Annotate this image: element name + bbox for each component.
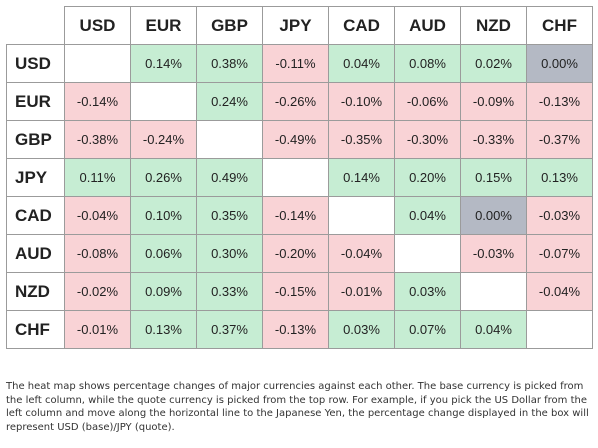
heatmap-cell-aud-gbp: 0.30% xyxy=(197,235,263,273)
heatmap-diagonal-cell xyxy=(131,83,197,121)
row-header-nzd: NZD xyxy=(7,273,65,311)
heatmap-cell-usd-cad: 0.04% xyxy=(329,45,395,83)
heatmap-row-cad: CAD -0.04% 0.10% 0.35% -0.14% 0.04% 0.00% -0.03… xyxy=(7,197,593,235)
heatmap-diagonal-cell xyxy=(197,121,263,159)
column-header-chf: CHF xyxy=(527,7,593,45)
heatmap-cell-gbp-usd: -0.38% xyxy=(65,121,131,159)
heatmap-cell-nzd-gbp: 0.33% xyxy=(197,273,263,311)
heatmap-cell-nzd-jpy: -0.15% xyxy=(263,273,329,311)
heatmap-diagonal-cell xyxy=(395,235,461,273)
column-header-cad: CAD xyxy=(329,7,395,45)
heatmap-cell-chf-aud: 0.07% xyxy=(395,311,461,349)
heatmap-corner-cell xyxy=(7,7,65,45)
heatmap-cell-nzd-chf: -0.04% xyxy=(527,273,593,311)
heatmap-cell-aud-usd: -0.08% xyxy=(65,235,131,273)
heatmap-cell-gbp-jpy: -0.49% xyxy=(263,121,329,159)
heatmap-cell-cad-eur: 0.10% xyxy=(131,197,197,235)
heatmap-cell-chf-usd: -0.01% xyxy=(65,311,131,349)
heatmap-cell-jpy-aud: 0.20% xyxy=(395,159,461,197)
heatmap-row-gbp: GBP -0.38% -0.24% -0.49% -0.35% -0.30% -0.33% -… xyxy=(7,121,593,159)
row-header-gbp: GBP xyxy=(7,121,65,159)
heatmap-cell-gbp-aud: -0.30% xyxy=(395,121,461,159)
heatmap-cell-eur-jpy: -0.26% xyxy=(263,83,329,121)
heatmap-cell-cad-aud: 0.04% xyxy=(395,197,461,235)
row-header-aud: AUD xyxy=(7,235,65,273)
heatmap-cell-gbp-chf: -0.37% xyxy=(527,121,593,159)
heatmap-cell-jpy-eur: 0.26% xyxy=(131,159,197,197)
heatmap-diagonal-cell xyxy=(263,159,329,197)
row-header-cad: CAD xyxy=(7,197,65,235)
column-header-jpy: JPY xyxy=(263,7,329,45)
heatmap-cell-chf-cad: 0.03% xyxy=(329,311,395,349)
heatmap-cell-gbp-nzd: -0.33% xyxy=(461,121,527,159)
column-header-usd: USD xyxy=(65,7,131,45)
heatmap-cell-usd-chf: 0.00% xyxy=(527,45,593,83)
heatmap-cell-aud-eur: 0.06% xyxy=(131,235,197,273)
heatmap-cell-eur-cad: -0.10% xyxy=(329,83,395,121)
heatmap-cell-nzd-cad: -0.01% xyxy=(329,273,395,311)
column-header-aud: AUD xyxy=(395,7,461,45)
heatmap-cell-usd-aud: 0.08% xyxy=(395,45,461,83)
heatmap-cell-jpy-usd: 0.11% xyxy=(65,159,131,197)
column-header-gbp: GBP xyxy=(197,7,263,45)
heatmap-cell-eur-usd: -0.14% xyxy=(65,83,131,121)
heatmap-cell-usd-jpy: -0.11% xyxy=(263,45,329,83)
heatmap-cell-cad-usd: -0.04% xyxy=(65,197,131,235)
row-header-usd: USD xyxy=(7,45,65,83)
heatmap-diagonal-cell xyxy=(527,311,593,349)
heatmap-cell-nzd-usd: -0.02% xyxy=(65,273,131,311)
column-header-eur: EUR xyxy=(131,7,197,45)
heatmap-cell-eur-aud: -0.06% xyxy=(395,83,461,121)
heatmap-cell-aud-cad: -0.04% xyxy=(329,235,395,273)
heatmap-diagonal-cell xyxy=(461,273,527,311)
heatmap-cell-cad-nzd: 0.00% xyxy=(461,197,527,235)
heatmap-row-aud: AUD -0.08% 0.06% 0.30% -0.20% -0.04% -0.03% -0.… xyxy=(7,235,593,273)
heatmap-header-row: USD EUR GBP JPY CAD AUD NZD CHF xyxy=(7,7,593,45)
heatmap-cell-cad-gbp: 0.35% xyxy=(197,197,263,235)
heatmap-cell-gbp-cad: -0.35% xyxy=(329,121,395,159)
heatmap-cell-gbp-eur: -0.24% xyxy=(131,121,197,159)
heatmap-cell-nzd-eur: 0.09% xyxy=(131,273,197,311)
heatmap-row-usd: USD 0.14% 0.38% -0.11% 0.04% 0.08% 0.02% 0.00% xyxy=(7,45,593,83)
column-header-nzd: NZD xyxy=(461,7,527,45)
heatmap-diagonal-cell xyxy=(329,197,395,235)
heatmap-cell-chf-jpy: -0.13% xyxy=(263,311,329,349)
heatmap-cell-eur-nzd: -0.09% xyxy=(461,83,527,121)
currency-heatmap-table: USD EUR GBP JPY CAD AUD NZD CHF USD 0.14% 0.38% -0… xyxy=(6,6,593,349)
heatmap-body: USD 0.14% 0.38% -0.11% 0.04% 0.08% 0.02% 0.00% E… xyxy=(7,45,593,349)
heatmap-row-nzd: NZD -0.02% 0.09% 0.33% -0.15% -0.01% 0.03% -0.0… xyxy=(7,273,593,311)
heatmap-cell-usd-gbp: 0.38% xyxy=(197,45,263,83)
row-header-jpy: JPY xyxy=(7,159,65,197)
heatmap-row-eur: EUR -0.14% 0.24% -0.26% -0.10% -0.06% -0.09% -0… xyxy=(7,83,593,121)
heatmap-cell-nzd-aud: 0.03% xyxy=(395,273,461,311)
heatmap-cell-chf-gbp: 0.37% xyxy=(197,311,263,349)
heatmap-cell-chf-eur: 0.13% xyxy=(131,311,197,349)
heatmap-cell-chf-nzd: 0.04% xyxy=(461,311,527,349)
heatmap-cell-jpy-cad: 0.14% xyxy=(329,159,395,197)
heatmap-cell-cad-jpy: -0.14% xyxy=(263,197,329,235)
heatmap-cell-jpy-chf: 0.13% xyxy=(527,159,593,197)
heatmap-diagonal-cell xyxy=(65,45,131,83)
heatmap-row-jpy: JPY 0.11% 0.26% 0.49% 0.14% 0.20% 0.15% 0.13% xyxy=(7,159,593,197)
heatmap-cell-eur-gbp: 0.24% xyxy=(197,83,263,121)
heatmap-cell-eur-chf: -0.13% xyxy=(527,83,593,121)
row-header-eur: EUR xyxy=(7,83,65,121)
heatmap-cell-usd-eur: 0.14% xyxy=(131,45,197,83)
heatmap-cell-jpy-gbp: 0.49% xyxy=(197,159,263,197)
heatmap-cell-jpy-nzd: 0.15% xyxy=(461,159,527,197)
heatmap-cell-aud-nzd: -0.03% xyxy=(461,235,527,273)
heatmap-cell-cad-chf: -0.03% xyxy=(527,197,593,235)
row-header-chf: CHF xyxy=(7,311,65,349)
heatmap-caption: The heat map shows percentage changes of… xyxy=(6,380,592,434)
heatmap-cell-aud-chf: -0.07% xyxy=(527,235,593,273)
heatmap-cell-usd-nzd: 0.02% xyxy=(461,45,527,83)
heatmap-cell-aud-jpy: -0.20% xyxy=(263,235,329,273)
heatmap-row-chf: CHF -0.01% 0.13% 0.37% -0.13% 0.03% 0.07% 0.04% xyxy=(7,311,593,349)
